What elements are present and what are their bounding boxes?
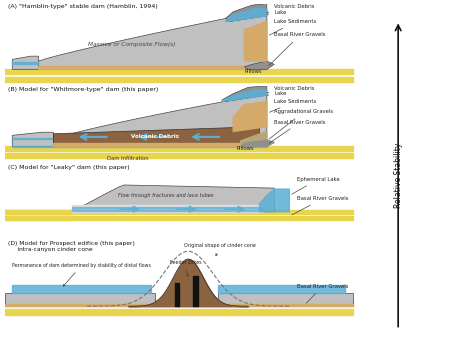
Text: (C) Model for "Leaky" dam (this paper): (C) Model for "Leaky" dam (this paper) xyxy=(9,165,130,170)
Polygon shape xyxy=(72,207,263,211)
Polygon shape xyxy=(245,22,267,61)
Polygon shape xyxy=(245,61,274,69)
Polygon shape xyxy=(12,285,151,293)
Polygon shape xyxy=(54,143,267,146)
Polygon shape xyxy=(12,146,267,147)
Text: Volcanic Debris: Volcanic Debris xyxy=(267,86,315,93)
Polygon shape xyxy=(259,189,289,212)
Text: Basal River Gravels: Basal River Gravels xyxy=(269,120,326,143)
Text: Basal River Gravels: Basal River Gravels xyxy=(269,33,326,66)
Polygon shape xyxy=(12,132,54,146)
Text: (D) Model for Prospect edifice (this paper)
     intra-canyon cinder cone: (D) Model for Prospect edifice (this pap… xyxy=(9,241,136,252)
Polygon shape xyxy=(226,4,267,22)
Polygon shape xyxy=(72,205,263,212)
Text: Permanence of dam determined by stability of distal flows: Permanence of dam determined by stabilit… xyxy=(12,263,151,286)
Text: Lake Sediments: Lake Sediments xyxy=(269,19,317,35)
Polygon shape xyxy=(222,86,267,102)
Polygon shape xyxy=(222,90,267,102)
Text: Original shape of cinder cone: Original shape of cinder cone xyxy=(184,244,256,256)
Text: Pillows: Pillows xyxy=(237,146,255,151)
Polygon shape xyxy=(54,127,259,146)
Text: (A) "Hamblin-type" stable dam (Hamblin, 1994): (A) "Hamblin-type" stable dam (Hamblin, … xyxy=(9,4,158,9)
Text: Basal River Gravels: Basal River Gravels xyxy=(297,284,348,303)
Polygon shape xyxy=(5,293,155,306)
Text: Lake: Lake xyxy=(267,10,287,15)
Text: Flow through fractures and lava tubes: Flow through fractures and lava tubes xyxy=(118,193,213,198)
Text: Relative Stability: Relative Stability xyxy=(394,142,402,208)
Text: Pillows: Pillows xyxy=(245,69,262,74)
Text: Lake: Lake xyxy=(267,91,287,96)
Text: Aggradational Gravels: Aggradational Gravels xyxy=(269,109,334,139)
Text: Basal River Gravels: Basal River Gravels xyxy=(292,196,348,215)
Text: Ephemeral Lake: Ephemeral Lake xyxy=(292,177,339,194)
Text: Lake Sediments: Lake Sediments xyxy=(269,99,317,112)
Text: Volcanic Debris: Volcanic Debris xyxy=(267,5,315,13)
Polygon shape xyxy=(218,293,353,306)
Polygon shape xyxy=(72,185,274,212)
Polygon shape xyxy=(38,66,267,69)
Polygon shape xyxy=(12,56,38,69)
Text: Massive or Composite Flow(s): Massive or Composite Flow(s) xyxy=(88,42,176,47)
Polygon shape xyxy=(226,8,267,22)
Polygon shape xyxy=(241,132,267,143)
Text: (B) Model for "Whitmore-type" dam (this paper): (B) Model for "Whitmore-type" dam (this … xyxy=(9,86,159,92)
Text: Feeder Dikes: Feeder Dikes xyxy=(170,260,201,276)
Polygon shape xyxy=(218,285,346,293)
Text: Dam Infiltration: Dam Infiltration xyxy=(108,156,149,161)
Polygon shape xyxy=(38,10,267,69)
Polygon shape xyxy=(12,138,54,139)
Polygon shape xyxy=(12,62,38,64)
Polygon shape xyxy=(241,140,274,146)
Polygon shape xyxy=(54,93,267,146)
Text: Volcanic Debris: Volcanic Debris xyxy=(130,134,179,139)
Polygon shape xyxy=(5,304,353,306)
Polygon shape xyxy=(233,102,267,132)
